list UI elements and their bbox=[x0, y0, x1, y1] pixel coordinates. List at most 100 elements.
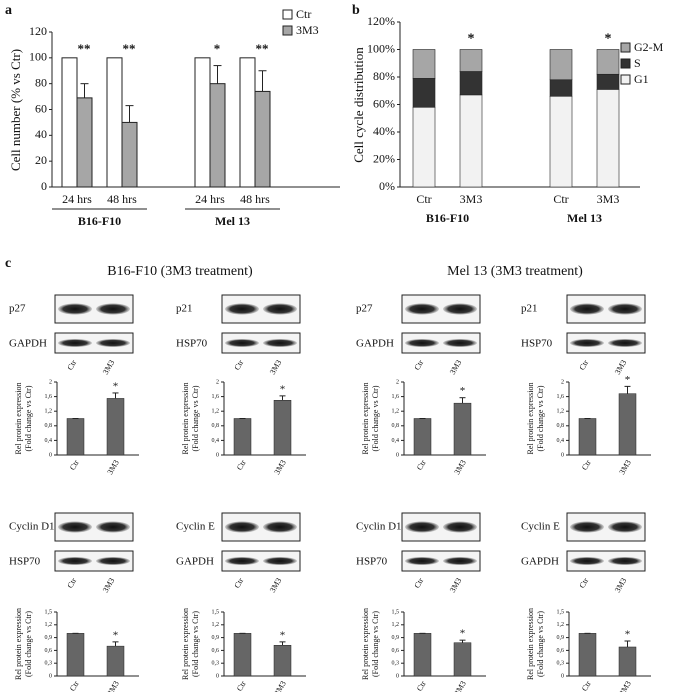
blot-frame bbox=[221, 550, 301, 572]
y-tick-label: 1,5 bbox=[212, 609, 220, 615]
blot-band bbox=[96, 339, 130, 347]
legend-swatch bbox=[620, 42, 631, 53]
y-tick-label: 60 bbox=[35, 101, 47, 115]
y-tick-label: 0,4 bbox=[45, 438, 53, 444]
bar-segment bbox=[412, 78, 436, 108]
y-axis-label: Rel protein expression bbox=[14, 608, 23, 680]
blot-band bbox=[225, 339, 259, 347]
y-tick-label: 40 bbox=[35, 127, 47, 141]
blot-band bbox=[58, 339, 92, 347]
blot-target: p27 bbox=[9, 303, 26, 315]
y-tick-label: 0 bbox=[561, 673, 564, 679]
blot-band bbox=[263, 339, 297, 347]
y-tick-label: 2 bbox=[216, 379, 219, 385]
bar bbox=[106, 57, 123, 188]
y-tick-label: 0 bbox=[396, 673, 399, 679]
blot-target: Cyclin E bbox=[521, 521, 560, 533]
blot-band bbox=[58, 521, 92, 533]
x-tick-label: Ctr bbox=[580, 679, 593, 692]
legend-swatch bbox=[282, 25, 293, 36]
blot-target: p27 bbox=[356, 303, 373, 315]
y-tick-label: 80% bbox=[373, 69, 395, 83]
y-axis-label: Cell number (% vs Ctr) bbox=[8, 49, 23, 171]
y-tick-label: 0% bbox=[379, 179, 395, 193]
blot-band bbox=[608, 557, 642, 565]
x-tick-label: Ctr bbox=[580, 458, 593, 472]
bar bbox=[453, 402, 472, 456]
x-tick-label: Ctr bbox=[415, 679, 428, 692]
x-tick-label: 24 hrs bbox=[62, 192, 92, 206]
lane-label: Ctr bbox=[412, 576, 425, 590]
blot-band bbox=[608, 521, 642, 533]
bar bbox=[273, 645, 292, 677]
blot-band bbox=[443, 303, 477, 315]
bar bbox=[194, 57, 211, 188]
lane-label: 3M3 bbox=[268, 358, 283, 376]
y-tick-label: 0,8 bbox=[45, 423, 53, 429]
lane-label: Ctr bbox=[577, 576, 590, 590]
blot-band bbox=[263, 303, 297, 315]
panel-label: c bbox=[5, 256, 11, 271]
bar bbox=[618, 646, 637, 677]
y-tick-label: 0 bbox=[216, 673, 219, 679]
bar bbox=[233, 633, 252, 677]
y-axis-label: Cell cycle distribution bbox=[351, 47, 366, 163]
y-axis-label: Rel protein expression bbox=[526, 608, 535, 680]
panel-label: b bbox=[352, 3, 360, 18]
significance: * bbox=[605, 32, 612, 47]
blot-loading: HSP70 bbox=[176, 338, 208, 350]
y-axis-label: (Fold change vs Ctr) bbox=[24, 611, 33, 677]
y-tick-label: 120 bbox=[29, 24, 47, 38]
y-tick-label: 100% bbox=[367, 41, 395, 55]
blot-loading: HSP70 bbox=[9, 556, 41, 568]
y-tick-label: 0 bbox=[396, 452, 399, 458]
x-tick-label: Ctr bbox=[415, 458, 428, 472]
y-tick-label: 0,4 bbox=[557, 438, 565, 444]
y-tick-label: 1,2 bbox=[557, 622, 565, 628]
blot-loading: GAPDH bbox=[176, 556, 214, 568]
y-axis-label: (Fold change vs Ctr) bbox=[536, 611, 545, 677]
lane-label: 3M3 bbox=[268, 576, 283, 594]
bar bbox=[578, 418, 597, 456]
bar bbox=[273, 400, 292, 456]
blot-band bbox=[225, 557, 259, 565]
y-tick-label: 1,5 bbox=[557, 609, 565, 615]
panel-title: B16-F10 (3M3 treatment) bbox=[107, 264, 253, 279]
significance: * bbox=[214, 41, 221, 56]
significance: * bbox=[113, 380, 119, 392]
lane-label: Ctr bbox=[232, 576, 245, 590]
x-tick-label: 3M3 bbox=[452, 679, 467, 692]
y-axis-label: (Fold change vs Ctr) bbox=[371, 611, 380, 677]
significance: * bbox=[280, 383, 286, 395]
y-tick-label: 1,6 bbox=[212, 394, 220, 400]
x-tick-label: 3M3 bbox=[460, 192, 483, 206]
blot-target: p21 bbox=[176, 303, 193, 315]
y-tick-label: 1,6 bbox=[557, 394, 565, 400]
y-axis-label: Rel protein expression bbox=[361, 383, 370, 455]
lane-label: 3M3 bbox=[613, 576, 628, 594]
lane-label: 3M3 bbox=[101, 358, 116, 376]
y-tick-label: 0,8 bbox=[392, 423, 400, 429]
bar-segment bbox=[459, 71, 483, 96]
bar-segment bbox=[549, 95, 573, 188]
blot-target: Cyclin D1 bbox=[9, 521, 55, 533]
bar bbox=[121, 121, 138, 188]
group-label: B16-F10 bbox=[426, 211, 469, 225]
x-tick-label: 3M3 bbox=[272, 458, 287, 476]
bar bbox=[453, 642, 472, 677]
y-tick-label: 0,3 bbox=[392, 661, 400, 667]
blot-band bbox=[58, 557, 92, 565]
legend-label: 3M3 bbox=[296, 23, 319, 37]
y-axis-label: (Fold change vs Ctr) bbox=[536, 385, 545, 451]
blot-frame bbox=[221, 332, 301, 354]
blot-band bbox=[405, 557, 439, 565]
lane-label: Ctr bbox=[577, 358, 590, 372]
y-tick-label: 80 bbox=[35, 75, 47, 89]
blot-band bbox=[263, 557, 297, 565]
significance: * bbox=[460, 628, 466, 640]
significance: ** bbox=[256, 41, 269, 56]
bar bbox=[233, 418, 252, 456]
bar bbox=[209, 83, 226, 188]
y-tick-label: 1,6 bbox=[45, 394, 53, 400]
x-tick-label: 3M3 bbox=[597, 192, 620, 206]
